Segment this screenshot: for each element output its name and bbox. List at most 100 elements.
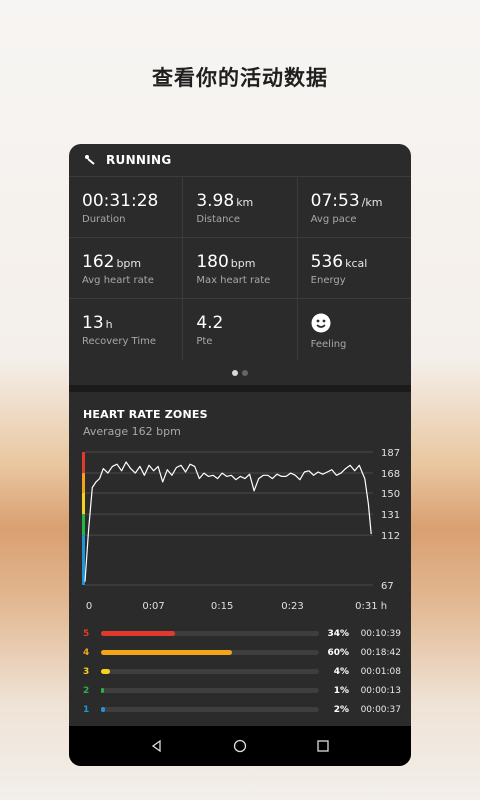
zone-percent: 1% (333, 685, 349, 696)
x-tick-label: 0:23 (281, 601, 303, 612)
zone-bar-track (101, 688, 319, 693)
navigation-bar (69, 726, 411, 766)
stat-unit: kcal (345, 257, 368, 270)
zone-time: 00:18:42 (360, 647, 401, 658)
stat-recovery-time: 13 h Recovery Time (69, 299, 184, 360)
stat-value: 3.98 (196, 191, 235, 211)
zone-axis-segment (82, 535, 85, 585)
section-divider (69, 385, 411, 392)
stat-energy: 536 kcal Energy (298, 238, 411, 298)
stat-label: Feeling (310, 339, 347, 350)
stats-row: 162 bpm Avg heart rate 180 bpm Max heart r… (69, 238, 411, 299)
recents-icon[interactable] (308, 731, 338, 761)
zone-row: 2 1% 00:00:13 (69, 681, 411, 700)
zone-row: 1 2% 00:00:37 (69, 700, 411, 719)
zone-bar-fill (101, 669, 110, 674)
y-tick-label: 112 (381, 531, 400, 542)
zone-bar-fill (101, 650, 232, 655)
zone-bar-track (101, 631, 319, 636)
heart-rate-average: Average 162 bpm (83, 425, 181, 438)
zone-time: 00:00:13 (360, 685, 401, 696)
zone-number: 1 (83, 704, 90, 715)
stats-row: 13 h Recovery Time 4.2 Pte Feeling (69, 299, 411, 360)
stat-feeling: Feeling (298, 299, 411, 360)
y-tick-label: 131 (381, 510, 400, 521)
stat-value: 162 (82, 252, 115, 272)
stat-value: 4.2 (196, 313, 224, 333)
stat-max-heart-rate: 180 bpm Max heart rate (183, 238, 298, 298)
stat-pte: 4.2 Pte (183, 299, 298, 360)
stat-value: 07:53 (310, 191, 360, 211)
zone-bar-fill (101, 631, 176, 636)
page-dot-active[interactable] (232, 369, 238, 376)
home-icon[interactable] (225, 731, 255, 761)
stat-label: Energy (310, 275, 346, 286)
page-indicator[interactable] (69, 360, 411, 385)
stat-duration: 00:31:28 Duration (69, 177, 184, 237)
stat-unit: bpm (116, 257, 142, 270)
y-tick-label: 168 (381, 469, 400, 480)
stat-label: Max heart rate (196, 275, 271, 286)
zone-bar-track (101, 650, 319, 655)
page-dot[interactable] (242, 369, 248, 376)
stat-unit: /km (361, 196, 383, 209)
back-icon[interactable] (142, 731, 172, 761)
stat-unit: km (236, 196, 254, 209)
stat-label: Recovery Time (82, 336, 157, 347)
activity-header: RUNNING (69, 144, 411, 176)
stat-value: 00:31:28 (82, 191, 159, 211)
stat-value: 13 (82, 313, 104, 333)
zone-axis-segment (82, 473, 85, 494)
zone-number: 2 (83, 685, 90, 696)
zone-percent: 34% (327, 628, 349, 639)
stats-row: 00:31:28 Duration 3.98 km Distance 07:53/… (69, 177, 411, 238)
y-tick-label: 67 (381, 581, 394, 592)
stats-grid[interactable]: 00:31:28 Duration 3.98 km Distance 07:53/… (69, 176, 411, 360)
stat-label: Distance (196, 214, 241, 225)
zone-time: 00:10:39 (360, 628, 401, 639)
smiley-face-icon (311, 313, 411, 338)
stat-label: Pte (196, 336, 213, 347)
x-tick-label: 0 (86, 601, 92, 612)
stat-value: 536 (310, 252, 344, 272)
zone-number: 5 (83, 628, 90, 639)
zone-row: 3 4% 00:01:08 (69, 662, 411, 681)
x-tick-label: 0:07 (142, 601, 164, 612)
stat-label: Duration (82, 214, 126, 225)
heart-rate-line (84, 461, 372, 582)
zone-bar-track (101, 669, 319, 674)
activity-type: RUNNING (106, 153, 172, 167)
phone-screen: RUNNING 00:31:28 Duration 3.98 km Distanc… (69, 144, 411, 766)
x-tick-label: 0:31 h (355, 601, 387, 612)
page-headline: 查看你的活动数据 (152, 66, 328, 90)
zone-percent: 4% (333, 666, 349, 677)
zone-axis-segment (82, 493, 85, 515)
stat-label: Avg heart rate (82, 275, 154, 286)
stat-label: Avg pace (310, 214, 357, 225)
zone-time: 00:01:08 (360, 666, 401, 677)
zone-list: 5 34% 00:10:39 4 60% 00:18:42 3 4% 00:01… (69, 624, 411, 719)
zone-row: 5 34% 00:10:39 (69, 624, 411, 643)
zone-percent: 60% (327, 647, 349, 658)
running-icon (83, 153, 97, 167)
stat-unit: h (105, 318, 113, 331)
stat-avg-pace: 07:53/km Avg pace (298, 177, 411, 237)
zone-bar-fill (101, 688, 105, 693)
stat-avg-heart-rate: 162 bpm Avg heart rate (69, 238, 184, 298)
x-tick-label: 0:15 (211, 601, 233, 612)
stat-value: 180 (196, 252, 229, 272)
zone-number: 4 (83, 647, 90, 658)
zone-axis-segment (82, 452, 85, 474)
zone-axis-segment (82, 514, 85, 536)
heart-rate-chart: 187 168 150 131 112 67 0 0:07 0:15 0:23 0:31 h (82, 448, 400, 612)
heart-rate-zones-title: HEART RATE ZONES (83, 408, 208, 421)
zone-percent: 2% (333, 704, 349, 715)
y-tick-label: 150 (381, 489, 400, 500)
y-tick-label: 187 (381, 448, 400, 459)
zone-bar-fill (101, 707, 106, 712)
stat-unit: bpm (230, 257, 256, 270)
zone-row: 4 60% 00:18:42 (69, 643, 411, 662)
stat-distance: 3.98 km Distance (183, 177, 298, 237)
zone-time: 00:00:37 (360, 704, 401, 715)
zone-bar-track (101, 707, 319, 712)
